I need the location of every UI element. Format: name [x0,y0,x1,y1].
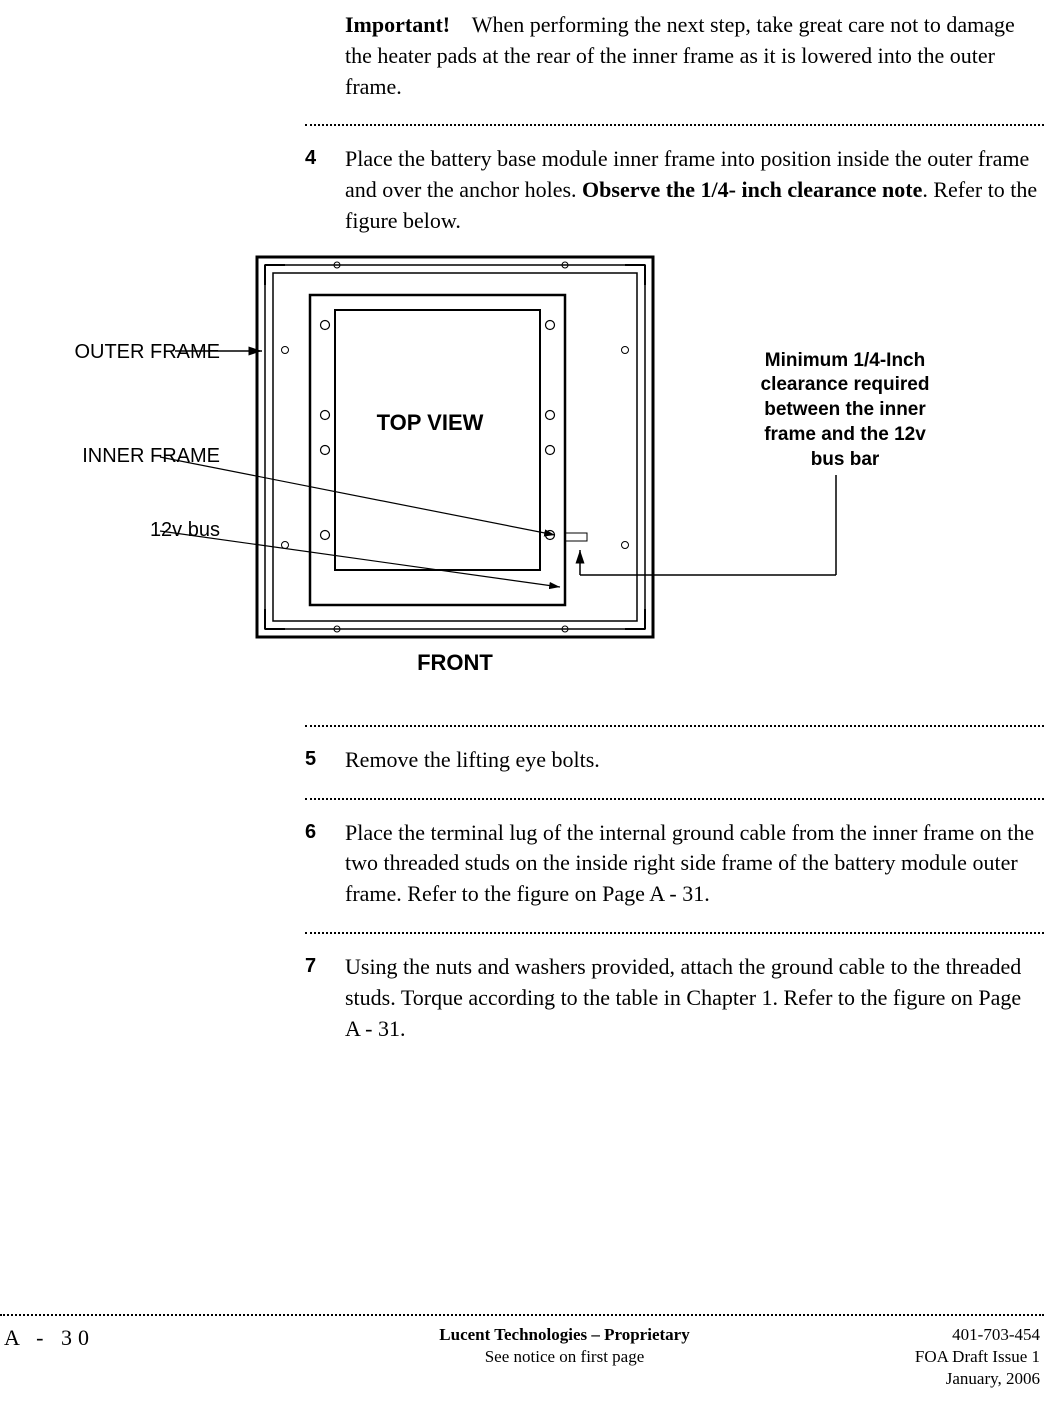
page: Important! When performing the next step… [0,0,1044,1408]
step-body: Using the nuts and washers provided, att… [345,952,1044,1044]
page-footer: A - 30 Lucent Technologies – Proprietary… [0,1314,1044,1390]
footer-date: January, 2006 [824,1368,1040,1390]
step-body: Remove the lifting eye bolts. [345,745,1044,776]
figure: OUTER FRAME INNER FRAME 12v bus Minimum … [0,255,1044,695]
footer-issue: FOA Draft Issue 1 [824,1346,1040,1368]
separator [305,124,1044,126]
footer-proprietary: Lucent Technologies – Proprietary [305,1324,824,1346]
step-6: 6 Place the terminal lug of the internal… [305,818,1044,910]
footer-right: 401-703-454 FOA Draft Issue 1 January, 2… [824,1324,1044,1390]
separator [305,932,1044,934]
step-number: 4 [305,144,345,236]
separator [305,725,1044,727]
footer-center: Lucent Technologies – Proprietary See no… [305,1324,824,1390]
footer-docnum: 401-703-454 [824,1324,1040,1346]
important-notice: Important! When performing the next step… [345,10,1038,102]
important-lead: Important! [345,12,450,37]
step-body: Place the terminal lug of the internal g… [345,818,1044,910]
step-number: 6 [305,818,345,910]
step-5: 5 Remove the lifting eye bolts. [305,745,1044,776]
step-body: Place the battery base module inner fram… [345,144,1044,236]
step-4-bold: Observe the 1/4- inch clearance note [582,177,922,202]
step-number: 7 [305,952,345,1044]
page-number: A - 30 [0,1324,305,1390]
step-7: 7 Using the nuts and washers provided, a… [305,952,1044,1044]
step-number: 5 [305,745,345,776]
footer-separator [0,1314,1044,1316]
separator [305,798,1044,800]
footer-notice: See notice on first page [305,1346,824,1368]
annotation-lines [0,255,1044,695]
step-4: 4 Place the battery base module inner fr… [305,144,1044,236]
